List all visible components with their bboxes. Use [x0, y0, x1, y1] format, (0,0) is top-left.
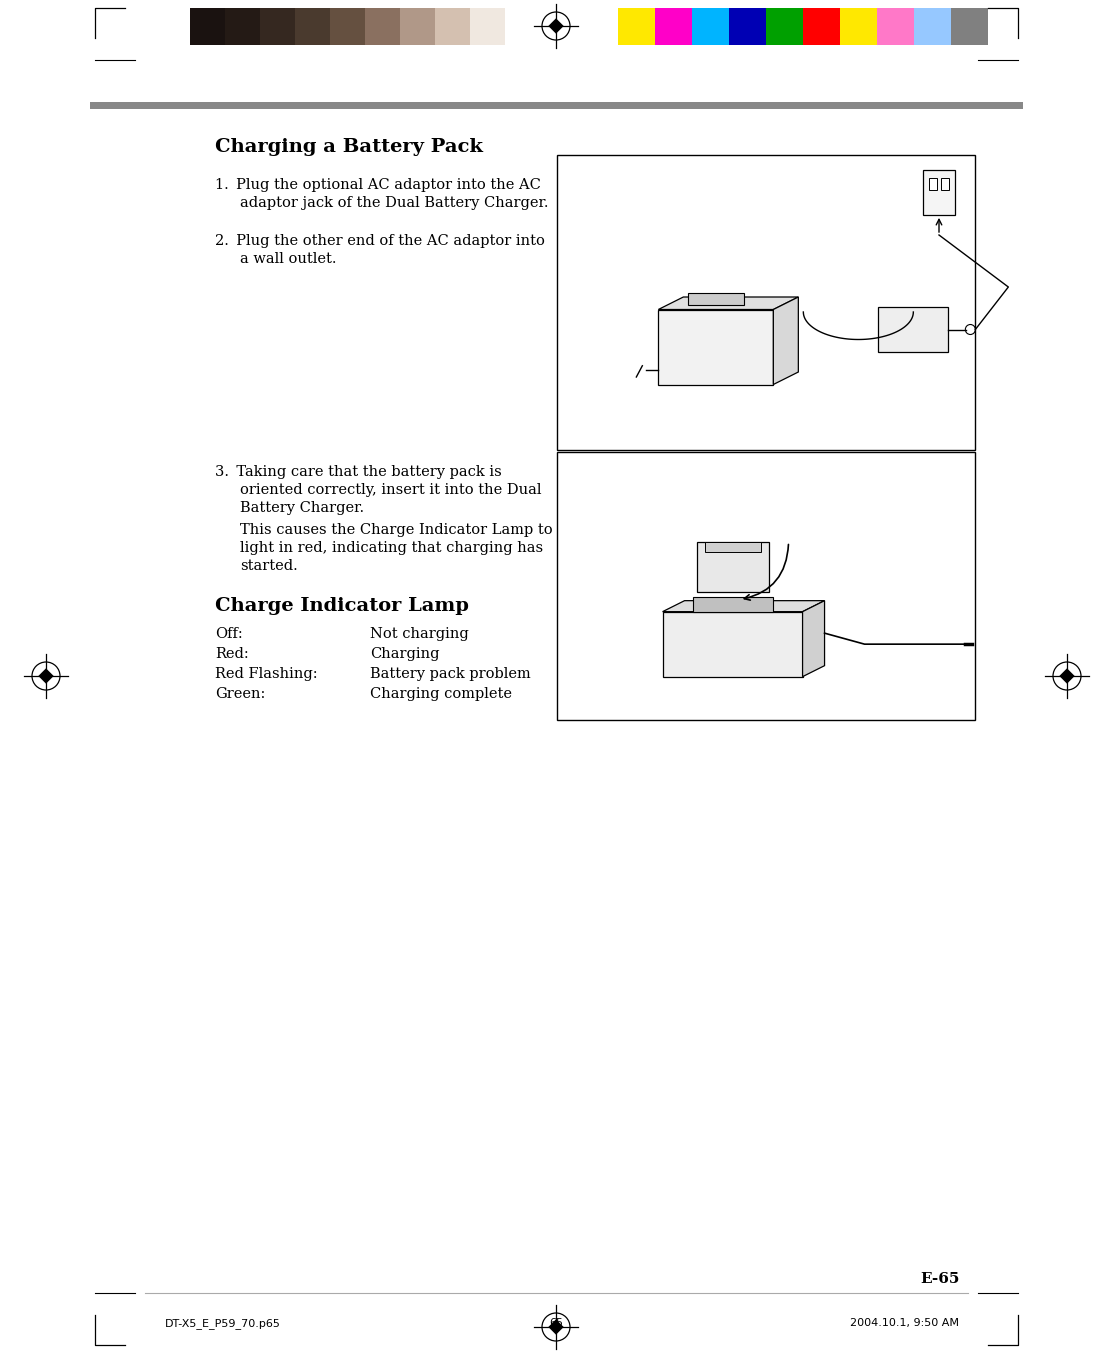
Text: Red:: Red: [215, 647, 248, 662]
Text: 65: 65 [549, 1318, 563, 1329]
Bar [688, 292, 743, 304]
Bar [705, 541, 760, 552]
Polygon shape [549, 1319, 563, 1334]
Polygon shape [38, 668, 53, 683]
Bar [692, 597, 772, 612]
Text: Charging complete: Charging complete [370, 687, 512, 701]
Text: 1. Plug the optional AC adaptor into the AC: 1. Plug the optional AC adaptor into the… [215, 179, 541, 192]
Text: a wall outlet.: a wall outlet. [240, 252, 336, 267]
Polygon shape [659, 298, 798, 310]
Bar [692, 8, 729, 45]
Bar [400, 8, 435, 45]
Bar [914, 8, 951, 45]
Text: Red Flashing:: Red Flashing: [215, 667, 317, 681]
Text: started.: started. [240, 559, 298, 574]
Text: Charge Indicator Lamp: Charge Indicator Lamp [215, 597, 469, 616]
Bar [365, 8, 400, 45]
Text: Off:: Off: [215, 626, 243, 641]
Bar [435, 8, 470, 45]
Text: 3. Taking care that the battery pack is: 3. Taking care that the battery pack is [215, 465, 502, 479]
Bar [802, 8, 840, 45]
Polygon shape [549, 19, 563, 34]
Bar [295, 8, 329, 45]
Polygon shape [662, 612, 802, 676]
Bar [90, 101, 1023, 110]
Text: DT-X5_E_P59_70.p65: DT-X5_E_P59_70.p65 [165, 1318, 280, 1329]
Bar [840, 8, 877, 45]
Text: Battery Charger.: Battery Charger. [240, 501, 364, 515]
Text: Not charging: Not charging [370, 626, 469, 641]
Bar [878, 307, 948, 352]
Bar [940, 179, 949, 189]
Polygon shape [774, 298, 798, 384]
Bar [729, 8, 766, 45]
Bar [951, 8, 988, 45]
Bar [556, 452, 975, 720]
Bar [225, 8, 260, 45]
Bar [877, 8, 914, 45]
Text: adaptor jack of the Dual Battery Charger.: adaptor jack of the Dual Battery Charger… [240, 196, 549, 210]
Text: oriented correctly, insert it into the Dual: oriented correctly, insert it into the D… [240, 483, 542, 497]
Text: Charging: Charging [370, 647, 440, 662]
Bar [556, 156, 975, 451]
Polygon shape [662, 601, 825, 612]
Bar [329, 8, 365, 45]
Polygon shape [1060, 668, 1075, 683]
Bar [618, 8, 654, 45]
Bar [923, 170, 955, 215]
Bar [929, 179, 937, 189]
Text: This causes the Charge Indicator Lamp to: This causes the Charge Indicator Lamp to [240, 524, 553, 537]
Text: Green:: Green: [215, 687, 265, 701]
Text: E-65: E-65 [920, 1272, 961, 1285]
Bar [766, 8, 802, 45]
Text: light in red, indicating that charging has: light in red, indicating that charging h… [240, 541, 543, 555]
Text: 2. Plug the other end of the AC adaptor into: 2. Plug the other end of the AC adaptor … [215, 234, 545, 248]
Bar [654, 8, 692, 45]
Text: 2004.10.1, 9:50 AM: 2004.10.1, 9:50 AM [850, 1318, 959, 1329]
Bar [470, 8, 505, 45]
Polygon shape [659, 310, 774, 384]
Bar [697, 541, 769, 591]
Text: Battery pack problem: Battery pack problem [370, 667, 531, 681]
Bar [190, 8, 225, 45]
Polygon shape [802, 601, 825, 676]
Bar [260, 8, 295, 45]
Text: Charging a Battery Pack: Charging a Battery Pack [215, 138, 483, 156]
